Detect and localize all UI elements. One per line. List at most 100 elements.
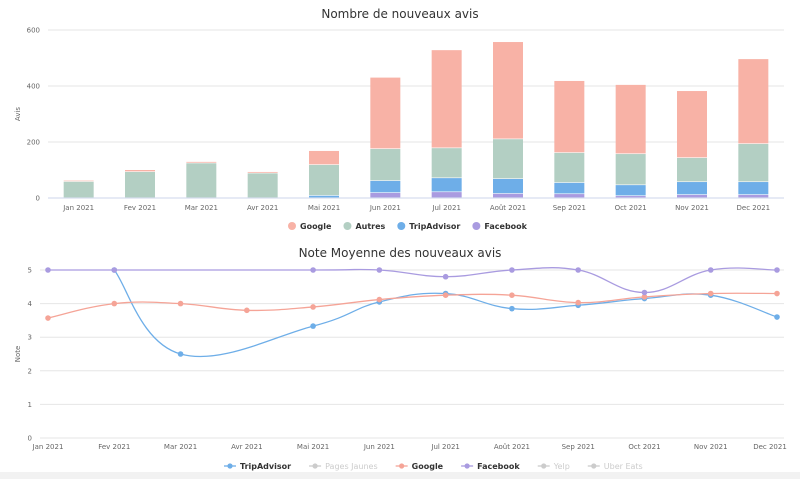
bar-segment-autres[interactable] — [431, 148, 462, 178]
data-point[interactable] — [442, 273, 449, 280]
y-tick-label: 2 — [28, 367, 32, 375]
line-chart-title: Note Moyenne des nouveaux avis — [299, 246, 502, 260]
bar-segment-autres[interactable] — [615, 154, 646, 185]
bar-segment-google[interactable] — [493, 42, 523, 139]
x-tick-label: Oct 2021 — [615, 204, 647, 212]
data-point[interactable] — [509, 305, 515, 312]
legend-marker-icon — [227, 463, 233, 469]
x-tick-label: Août 2021 — [494, 443, 530, 451]
bar-segment-autres[interactable] — [186, 163, 217, 198]
bar-segment-autres[interactable] — [677, 157, 707, 182]
legend-label: Google — [412, 462, 444, 471]
bar-segment-autres[interactable] — [125, 171, 155, 198]
bar-segment-facebook[interactable] — [493, 193, 523, 198]
bar-segment-tripadvisor[interactable] — [554, 182, 585, 194]
bar-segment-tripadvisor[interactable] — [493, 178, 523, 194]
x-tick-label: Sep 2021 — [562, 443, 595, 451]
data-point[interactable] — [376, 296, 383, 303]
bar-segment-google[interactable] — [247, 171, 278, 173]
x-tick-label: Fev 2021 — [124, 204, 156, 212]
series-line — [47, 292, 778, 319]
bar-segment-tripadvisor[interactable] — [309, 195, 339, 198]
bottom-strip — [0, 472, 800, 479]
line-series-facebook — [45, 267, 780, 296]
data-point[interactable] — [376, 267, 383, 273]
bar-segment-google[interactable] — [615, 84, 646, 154]
data-point[interactable] — [45, 315, 51, 321]
x-tick-label: Jun 2021 — [369, 204, 401, 212]
bar-segment-google[interactable] — [738, 59, 769, 144]
data-point[interactable] — [575, 299, 581, 306]
bar-segment-google[interactable] — [186, 161, 217, 163]
data-point[interactable] — [774, 314, 780, 320]
data-point[interactable] — [310, 267, 316, 273]
legend-marker-icon — [399, 463, 405, 469]
data-point[interactable] — [177, 300, 184, 307]
data-point[interactable] — [310, 323, 316, 329]
bar-segment-tripadvisor[interactable] — [677, 182, 707, 195]
data-point[interactable] — [177, 351, 184, 357]
x-tick-label: Dec 2021 — [737, 204, 771, 212]
legend-label: Facebook — [484, 222, 527, 231]
bar-segment-google[interactable] — [677, 91, 707, 158]
bar-segment-google[interactable] — [309, 150, 339, 165]
bar-segment-facebook[interactable] — [738, 194, 769, 198]
legend-item-pages-jaunes[interactable]: Pages Jaunes — [309, 462, 378, 471]
data-point[interactable] — [509, 267, 515, 273]
bar-segment-tripadvisor[interactable] — [370, 180, 401, 193]
bar-segment-autres[interactable] — [309, 164, 339, 196]
legend-item-yelp[interactable]: Yelp — [537, 462, 570, 471]
bar-segment-tripadvisor[interactable] — [738, 182, 769, 195]
data-point[interactable] — [774, 290, 780, 297]
bar-chart-y-axis-label: Avis — [14, 107, 22, 121]
x-tick-label: Sep 2021 — [553, 204, 586, 212]
legend-label: Facebook — [477, 462, 520, 471]
bar-segment-autres[interactable] — [247, 173, 278, 198]
bar-segment-facebook[interactable] — [677, 194, 707, 198]
legend-item-autres[interactable]: Autres — [343, 222, 386, 231]
bar-segment-tripadvisor[interactable] — [431, 178, 462, 192]
bar-segment-facebook[interactable] — [615, 196, 646, 198]
bar-segment-autres[interactable] — [493, 139, 523, 179]
bar-segment-google[interactable] — [63, 180, 94, 182]
bar-segment-autres[interactable] — [370, 149, 401, 181]
bar-chart-title: Nombre de nouveaux avis — [321, 7, 478, 21]
data-point[interactable] — [641, 289, 648, 296]
legend-item-tripadvisor[interactable]: TripAdvisor — [397, 222, 460, 231]
data-point[interactable] — [111, 267, 118, 273]
data-point[interactable] — [641, 294, 648, 300]
bar-segment-autres[interactable] — [554, 152, 585, 183]
data-point[interactable] — [575, 267, 581, 273]
bar-segment-autres[interactable] — [63, 181, 94, 198]
data-point[interactable] — [707, 290, 714, 297]
data-point[interactable] — [509, 292, 515, 299]
data-point[interactable] — [45, 267, 51, 273]
data-point[interactable] — [707, 267, 714, 273]
y-tick-label: 5 — [28, 267, 32, 275]
legend-marker-icon — [397, 222, 406, 230]
legend-item-tripadvisor[interactable]: TripAdvisor — [224, 462, 291, 471]
x-tick-label: Jan 2021 — [32, 443, 64, 451]
bar-segment-google[interactable] — [554, 80, 585, 153]
legend-item-google[interactable]: Google — [395, 462, 444, 471]
y-tick-label: 1 — [28, 401, 32, 409]
legend-item-facebook[interactable]: Facebook — [472, 222, 528, 231]
data-point[interactable] — [310, 304, 316, 310]
legend-item-uber-eats[interactable]: Uber Eats — [587, 462, 643, 471]
bar-segment-facebook[interactable] — [370, 192, 401, 198]
data-point[interactable] — [111, 300, 118, 307]
legend-item-google[interactable]: Google — [288, 222, 332, 231]
x-tick-label: Nov 2021 — [694, 443, 728, 451]
bar-segment-google[interactable] — [370, 77, 401, 149]
data-point[interactable] — [244, 307, 250, 314]
bar-segment-tripadvisor[interactable] — [615, 185, 646, 196]
legend-item-facebook[interactable]: Facebook — [461, 462, 520, 471]
bar-segment-google[interactable] — [125, 170, 155, 172]
bar-segment-google[interactable] — [431, 50, 462, 148]
bar-segment-autres[interactable] — [738, 143, 769, 182]
data-point[interactable] — [774, 267, 780, 273]
bar-chart-reviews-count: Nombre de nouveaux avis Avis 0 200 400 600 J… — [14, 7, 784, 231]
data-point[interactable] — [442, 292, 449, 299]
bar-segment-facebook[interactable] — [431, 192, 462, 198]
bar-segment-facebook[interactable] — [554, 194, 585, 198]
